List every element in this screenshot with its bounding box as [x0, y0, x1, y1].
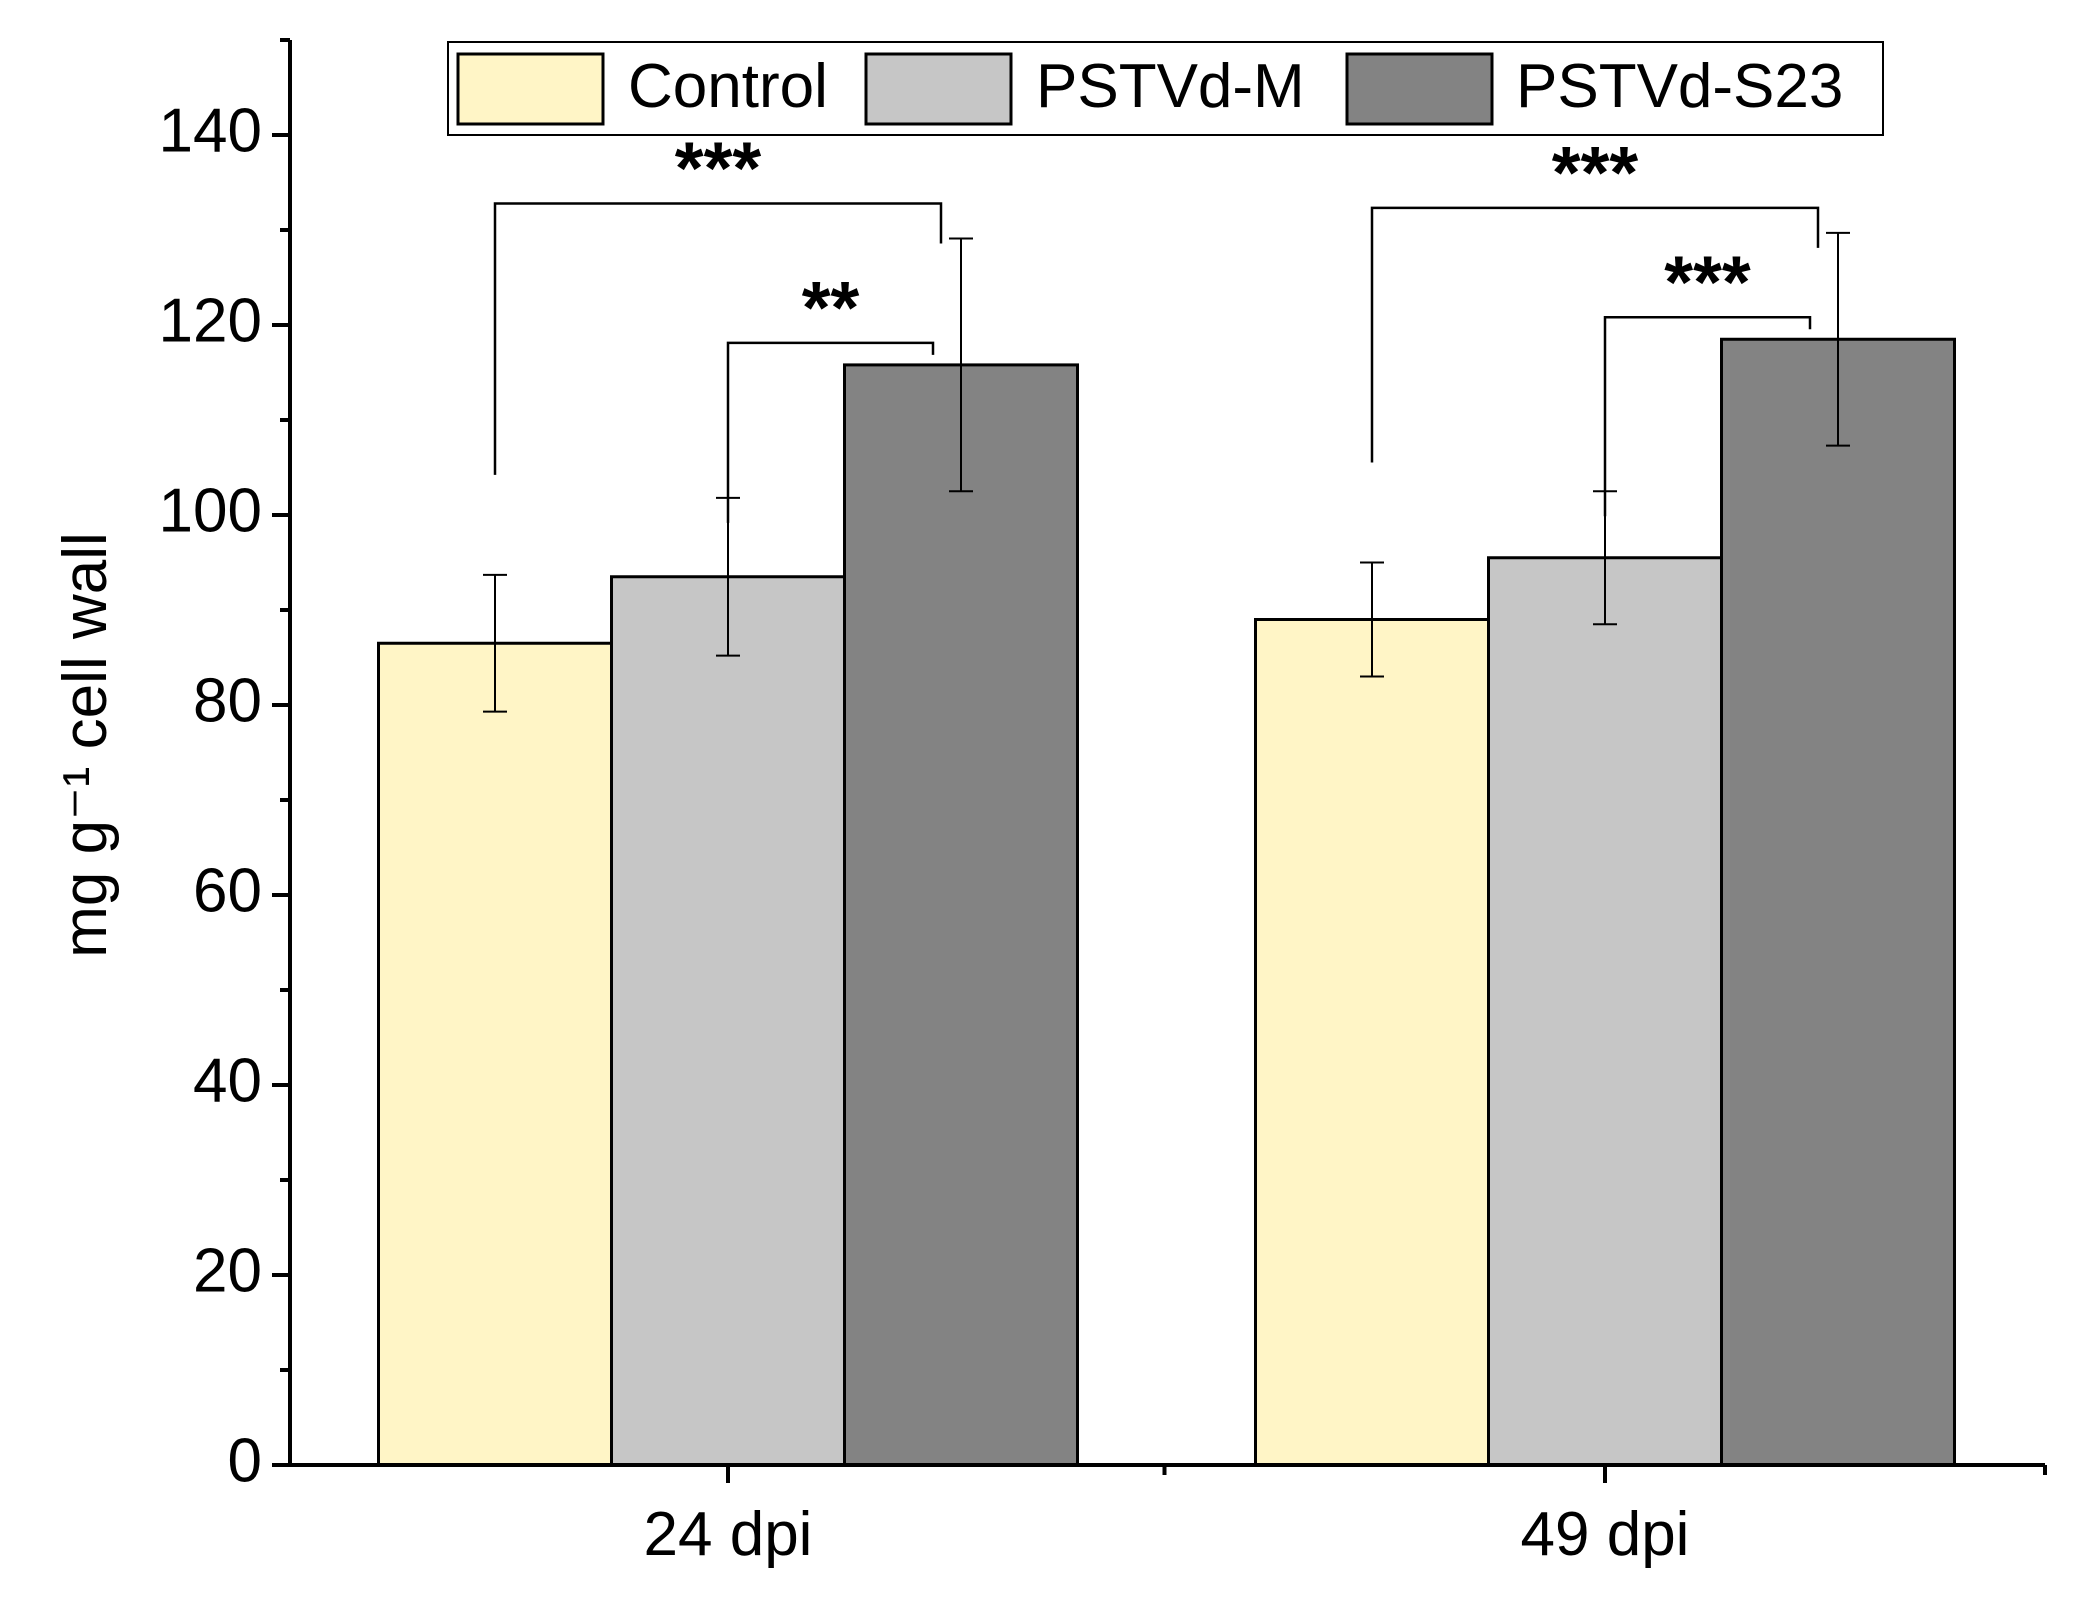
significance-bracket-2-label: ***	[1552, 131, 1639, 214]
legend-swatch-1	[864, 52, 1013, 126]
significance-bracket-1-label: **	[802, 266, 860, 349]
y-axis-label: mg g⁻¹ cell wall	[51, 532, 120, 958]
bar-pstvd-s23-0	[843, 363, 1079, 1467]
significance-bracket-3	[1603, 316, 1812, 517]
x-tick-label-1: 49 dpi	[1521, 1500, 1690, 1569]
bar-pstvd-s23-1	[1720, 337, 1956, 1467]
legend-swatch-0	[456, 52, 605, 126]
y-tick-label-40: 40	[193, 1046, 262, 1115]
y-tick-label-60: 60	[193, 856, 262, 925]
y-tick-label-120: 120	[159, 286, 262, 355]
bar-pstvd-m-1	[1487, 556, 1723, 1467]
bar-pstvd-m-0	[610, 575, 846, 1467]
significance-bracket-0	[493, 202, 943, 475]
significance-bracket-1	[726, 341, 935, 523]
significance-bracket-0-label: ***	[675, 127, 762, 210]
legend: Control PSTVd-M PSTVd-S23	[447, 41, 1884, 136]
bars-layer	[377, 337, 1956, 1467]
y-axis-label-unit: mg g⁻¹ cell wall	[51, 532, 120, 958]
x-tick-label-0: 24 dpi	[644, 1500, 813, 1569]
bar-control-0	[377, 641, 613, 1467]
y-tick-label-140: 140	[159, 96, 262, 165]
significance-bracket-3-label: ***	[1664, 240, 1751, 323]
legend-box	[447, 41, 1884, 136]
bar-control-1	[1254, 618, 1490, 1467]
legend-label-2: PSTVd-S23	[1516, 52, 1843, 121]
y-tick-label-20: 20	[193, 1236, 262, 1305]
legend-label-1: PSTVd-M	[1036, 52, 1305, 121]
y-tick-label-0: 0	[228, 1426, 262, 1495]
legend-swatch-2	[1345, 52, 1494, 126]
legend-label-0: Control	[628, 52, 828, 121]
significance-bracket-2	[1370, 206, 1820, 463]
axes-layer: 0 20 40 60 80 100 120 140 24 dpi 49 dpi	[159, 38, 2047, 1569]
significance-layer: ***********	[493, 127, 1820, 523]
y-tick-label-80: 80	[193, 666, 262, 735]
y-tick-label-100: 100	[159, 476, 262, 545]
